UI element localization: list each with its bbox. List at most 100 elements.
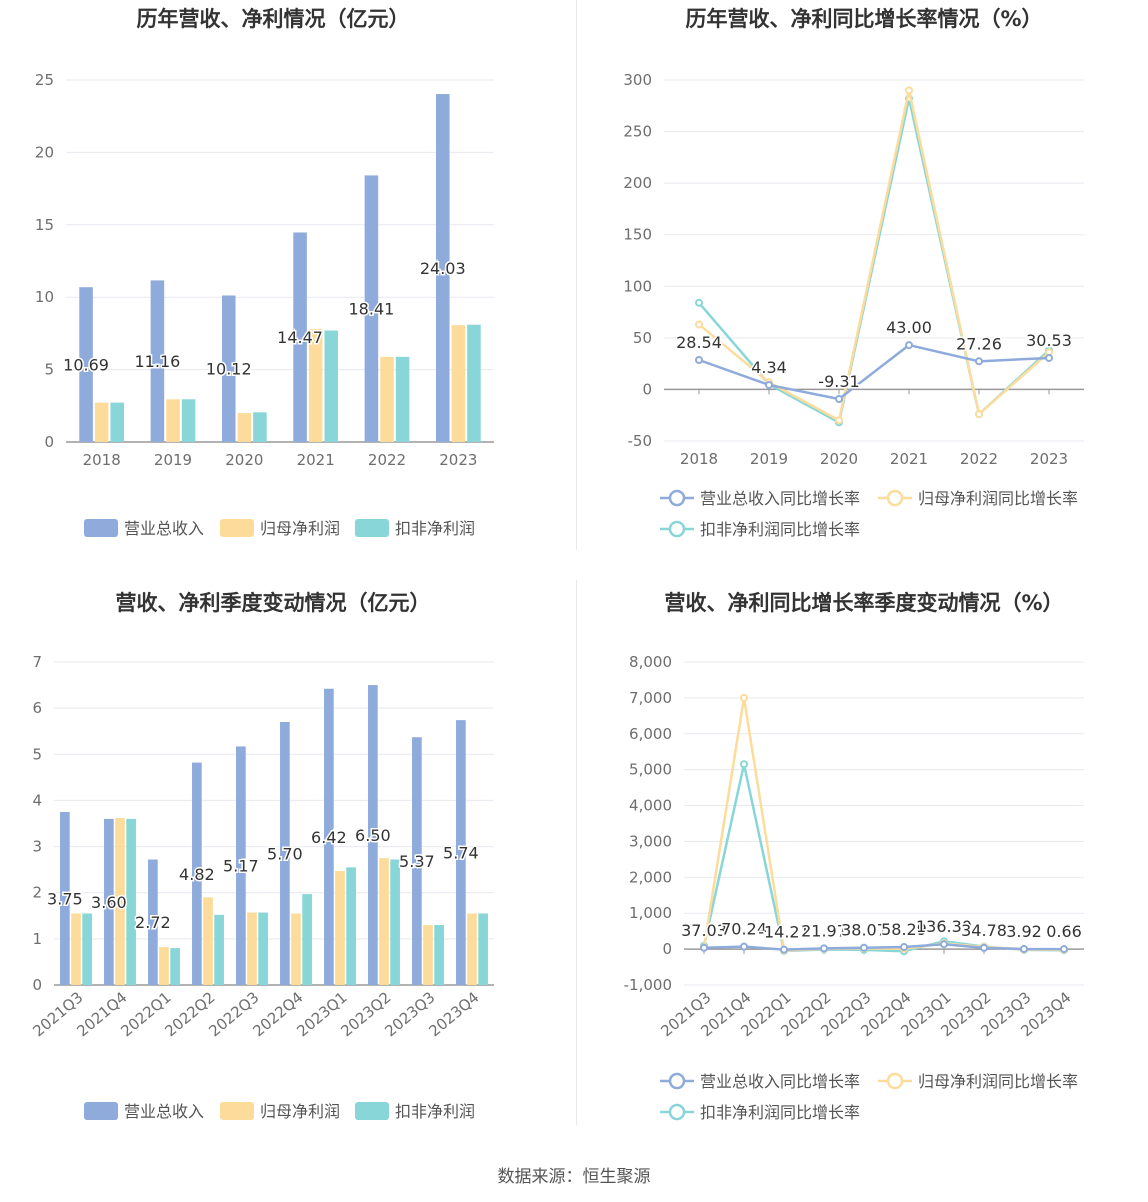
point-营业总收入同比增长率-2023Q3 (1020, 944, 1028, 953)
legend-swatch-营业总收入 (84, 1102, 118, 1120)
data-label: 10.12 (206, 360, 252, 379)
series-line-归母净利润同比增长率 (698, 90, 1050, 423)
bar-归母净利润-2021Q4 (115, 817, 125, 985)
y-tick-label: 250 (623, 123, 652, 141)
y-tick-label: 200 (623, 174, 652, 192)
data-label: 11.16 (135, 352, 181, 371)
point-营业总收入同比增长率-2023 (1045, 353, 1053, 362)
legend-marker-扣非净利润同比增长率 (668, 520, 686, 538)
point-营业总收入同比增长率-2022 (975, 357, 983, 366)
y-tick-label: 100 (623, 277, 652, 295)
bar-营业总收入-2022Q3 (236, 746, 246, 985)
point-营业总收入同比增长率-2022Q2 (820, 944, 828, 953)
y-tick-label: 50 (633, 329, 652, 347)
annual-growth-line-chart: 历年营收、净利同比增长率情况（%） -50 0 50 100 150 200 250 300 20… (623, 7, 1084, 539)
point-归母净利润同比增长率-2021 (905, 86, 913, 95)
data-label: -14.21 (758, 923, 810, 942)
bar-营业总收入-2022Q4 (280, 721, 290, 985)
y-tick-label: 0 (642, 380, 652, 398)
bar-扣非净利润-2022Q2 (214, 914, 224, 985)
data-label: 24.03 (420, 259, 466, 278)
legend-swatch-归母净利润 (220, 1102, 254, 1120)
data-label: 2.72 (135, 913, 171, 932)
bar-营业总收入-2021Q3 (60, 811, 70, 985)
data-label: 30.53 (1026, 331, 1072, 350)
x-tick-label: 2018 (680, 450, 718, 468)
data-label: 3.60 (91, 893, 127, 912)
bar-归母净利润-2021 (308, 329, 323, 442)
legend-label: 扣非净利润同比增长率 (700, 520, 860, 539)
x-tick-label: 2019 (750, 450, 788, 468)
data-label: 28.54 (676, 333, 722, 352)
y-tick-label: 5 (32, 745, 42, 763)
y-tick-label: 0 (32, 976, 42, 994)
bar-归母净利润-2022Q4 (291, 913, 301, 985)
chart-title: 营收、净利同比增长率季度变动情况（%） (664, 591, 1063, 615)
bar-扣非净利润-2021 (324, 330, 339, 442)
bar-营业总收入-2022 (364, 175, 379, 442)
quarterly-bar-chart: 营收、净利季度变动情况（亿元）012345672021Q32021Q42022Q… (29, 591, 494, 1121)
legend-label: 扣非净利润 (395, 519, 475, 538)
data-label: 5.17 (223, 857, 259, 876)
bar-扣非净利润-2019 (181, 399, 196, 442)
bar-扣非净利润-2022Q4 (302, 894, 312, 985)
series-line-营业总收入同比增长率 (698, 343, 1050, 401)
x-tick-label: 2019 (154, 451, 192, 469)
bar-营业总收入-2023Q3 (412, 737, 422, 985)
point-营业总收入同比增长率-2019 (765, 380, 773, 389)
data-label: 0.66 (1046, 922, 1082, 941)
legend-label: 营业总收入 (124, 1102, 204, 1121)
bar-扣非净利润-2022Q3 (258, 912, 268, 985)
chart-quarterly-growth-rate: 营收、净利同比增长率季度变动情况（%） -1,000 0 1,000 2,000 3,00… (574, 580, 1148, 1140)
bar-归母净利润-2022Q3 (247, 912, 257, 985)
x-tick-label: 2020 (225, 451, 263, 469)
bar-扣非净利润-2023Q4 (478, 913, 488, 985)
data-label: 5.70 (267, 844, 303, 863)
data-label: 10.69 (63, 356, 109, 375)
chart-title: 历年营收、净利同比增长率情况（%） (685, 7, 1042, 31)
y-tick-label: 150 (623, 226, 652, 244)
bar-扣非净利润-2022 (395, 356, 410, 442)
chart-title: 营收、净利季度变动情况（亿元） (116, 591, 431, 615)
y-tick-label: 1 (32, 930, 42, 948)
chart-annual-growth-rate: 历年营收、净利同比增长率情况（%） -50 0 50 100 150 200 250 300 20… (574, 0, 1148, 556)
x-tick-label: 2023Q4 (425, 988, 482, 1040)
quarterly-growth-line-chart: 营收、净利同比增长率季度变动情况（%） -1,000 0 1,000 2,000 3,00… (624, 591, 1084, 1122)
y-tick-label: -1,000 (624, 976, 672, 994)
bar-归母净利润-2022Q1 (159, 947, 169, 985)
legend-label: 归母净利润同比增长率 (918, 1072, 1078, 1091)
y-tick-label: 8,000 (629, 653, 672, 671)
bar-归母净利润-2019 (166, 399, 180, 442)
legend-swatch-归母净利润 (220, 519, 254, 537)
x-tick-label: 2023 (439, 451, 477, 469)
bar-归母净利润-2021Q3 (71, 913, 81, 985)
legend-marker-归母净利润同比增长率 (886, 489, 904, 507)
bar-营业总收入-2018 (79, 287, 93, 442)
legend-label: 扣非净利润同比增长率 (700, 1103, 860, 1122)
y-tick-label: 15 (35, 216, 54, 234)
data-label: 58.29 (881, 920, 927, 939)
data-label: 3.75 (47, 889, 83, 908)
data-label: 136.30 (916, 917, 972, 936)
bar-营业总收入-2023Q2 (368, 685, 378, 985)
point-营业总收入同比增长率-2021Q4 (740, 942, 748, 951)
legend-label: 归母净利润同比增长率 (918, 489, 1078, 508)
chart-quarterly-revenue-profit: 营收、净利季度变动情况（亿元） 0 1 2 3 4 5 6 7 2021Q3 2021Q4 2022Q… (0, 580, 574, 1140)
data-label: 18.41 (349, 300, 395, 319)
annual-bar-chart: 历年营收、净利情况（亿元） 0 5 10 15 20 25 2018 2019 2020 2021 2… (35, 7, 494, 538)
point-归母净利润同比增长率-2021Q4 (740, 693, 748, 702)
bar-扣非净利润-2023Q2 (390, 859, 400, 985)
data-label: 6.50 (355, 826, 391, 845)
data-label: 21.97 (801, 921, 847, 940)
bar-营业总收入-2020 (221, 295, 236, 442)
data-label: 27.26 (956, 334, 1002, 353)
bar-归母净利润-2020 (237, 413, 252, 442)
data-label: 37.03 (681, 921, 727, 940)
bar-扣非净利润-2020 (253, 412, 267, 442)
bar-扣非净利润-2022Q1 (170, 948, 180, 985)
y-tick-label: 10 (35, 288, 54, 306)
vertical-divider-top (576, 0, 577, 550)
point-营业总收入同比增长率-2020 (835, 395, 843, 404)
data-label: 14.47 (277, 328, 323, 347)
point-营业总收入同比增长率-2023Q1 (940, 940, 948, 949)
